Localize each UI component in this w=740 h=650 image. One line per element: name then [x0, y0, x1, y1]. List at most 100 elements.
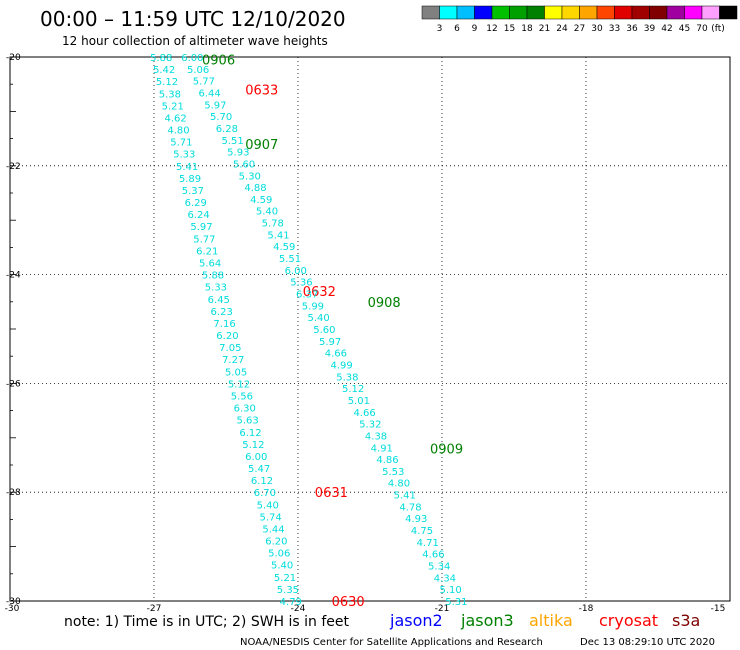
swh-value-label: 4.80 — [388, 479, 410, 490]
swh-value-label: 6.21 — [196, 246, 218, 257]
legend-jason2: jason2 — [389, 611, 443, 630]
swh-value-label: 4.59 — [250, 195, 272, 206]
swh-value-label: 6.30 — [234, 404, 256, 415]
swh-value-label: 5.05 — [225, 367, 247, 378]
swh-value-label: 5.78 — [262, 219, 284, 230]
swh-value-label: 5.41 — [267, 230, 289, 241]
pass-time-label: 0907 — [245, 138, 278, 153]
colorbar-swatch — [684, 5, 703, 20]
lat-tick-label: -26 — [6, 379, 21, 389]
colorbar-swatch — [631, 5, 650, 20]
lat-tick-label: -22 — [6, 162, 21, 172]
lon-tick-label: -30 — [5, 604, 20, 614]
swh-value-label: 5.51 — [221, 136, 243, 147]
swh-value-label: 6.44 — [198, 88, 220, 99]
lat-tick-label: -20 — [6, 53, 21, 63]
swh-value-label: 6.20 — [216, 331, 238, 342]
swh-value-label: 5.56 — [231, 391, 253, 402]
swh-value-label: 5.97 — [204, 100, 226, 111]
lon-tick-label: -21 — [435, 604, 450, 614]
swh-value-label: 5.33 — [173, 150, 195, 161]
swh-value-label: 5.71 — [170, 138, 192, 149]
swh-value-label: 4.80 — [167, 126, 189, 137]
swh-value-label: 5.40 — [256, 207, 278, 218]
swh-value-label: 6.28 — [216, 124, 238, 135]
swh-value-label: 5.12 — [156, 77, 178, 88]
swh-value-label: 5.21 — [274, 573, 296, 584]
colorbar-swatch — [719, 5, 738, 20]
swh-value-label: 5.53 — [382, 467, 404, 478]
satellite-pass-pass-a: 5.885.425.125.385.214.624.805.715.335.41… — [150, 53, 365, 610]
swh-value-label: 4.93 — [405, 514, 427, 525]
satellite-pass-pass-b: 6.005.065.776.445.975.706.285.515.935.60… — [181, 53, 467, 608]
swh-tracks: 5.885.425.125.385.214.624.805.715.335.41… — [150, 53, 467, 610]
swh-value-label: 4.38 — [365, 431, 387, 442]
lat-tick-label: -24 — [6, 271, 21, 281]
swh-value-label: 5.31 — [445, 597, 467, 608]
swh-value-label: 4.59 — [273, 242, 295, 253]
colorbar-swatch — [701, 5, 720, 20]
swh-value-label: 4.86 — [376, 455, 398, 466]
swh-value-label: 5.42 — [153, 65, 175, 76]
swh-value-label: 5.97 — [319, 337, 341, 348]
swh-value-label: 5.47 — [248, 464, 270, 475]
colorbar-swatch — [456, 5, 475, 20]
map-frame — [9, 56, 731, 602]
swh-value-label: 5.77 — [193, 234, 215, 245]
swh-value-label: 5.60 — [313, 325, 335, 336]
swh-value-label: 5.44 — [262, 524, 284, 535]
colorbar-swatch — [544, 5, 563, 20]
colorbar-swatch — [666, 5, 685, 20]
swh-value-label: 5.36 — [290, 278, 312, 289]
colorbar-swatch — [649, 5, 668, 20]
swh-value-label: 6.24 — [188, 210, 210, 221]
lon-tick-label: -15 — [711, 604, 726, 614]
colorbar-label: 9 — [472, 24, 478, 34]
legend-altika: altika — [529, 611, 573, 630]
colorbar-swatch — [579, 5, 598, 20]
swh-value-label: 6.12 — [251, 476, 273, 487]
swh-value-label: 5.89 — [179, 174, 201, 185]
swh-value-label: 4.99 — [330, 360, 352, 371]
lon-tick-label: -24 — [291, 604, 306, 614]
swh-value-label: 7.27 — [222, 355, 244, 366]
swh-value-label: 5.99 — [302, 301, 324, 312]
swh-value-label: 5.64 — [199, 259, 221, 270]
swh-value-label: 7.05 — [219, 343, 241, 354]
lat-tick-label: -30 — [6, 597, 21, 607]
swh-value-label: 5.06 — [268, 549, 290, 560]
legend-cryosat: cryosat — [599, 611, 658, 630]
swh-value-label: 5.70 — [210, 112, 232, 123]
swh-value-label: 4.71 — [417, 538, 439, 549]
swh-value-label: 5.93 — [227, 148, 249, 159]
colorbar-label: 30 — [591, 24, 603, 34]
colorbar-swatch — [421, 5, 440, 20]
swh-value-label: 5.40 — [308, 313, 330, 324]
swh-value-label: 6.00 — [245, 452, 267, 463]
colorbar-label: 21 — [539, 24, 550, 34]
legend-s3a: s3a — [672, 611, 700, 630]
credit-text: NOAA/NESDIS Center for Satellite Applica… — [240, 637, 543, 648]
swh-value-label: 5.10 — [440, 585, 462, 596]
swh-value-label: 6.12 — [239, 428, 261, 439]
colorbar-swatch — [614, 5, 633, 20]
swh-value-label: 4.66 — [325, 349, 347, 360]
swh-value-label: 5.35 — [277, 585, 299, 596]
swh-value-label: 5.41 — [176, 162, 198, 173]
satellite-legend: jason2 jason3 altika cryosat s3a — [389, 611, 700, 630]
colorbar-swatch — [439, 5, 458, 20]
colorbar-label: 15 — [504, 24, 515, 34]
swh-value-label: 5.37 — [182, 186, 204, 197]
swh-value-label: 6.00 — [181, 53, 203, 64]
colorbar-swatch — [526, 5, 545, 20]
swh-value-label: 5.33 — [205, 283, 227, 294]
colorbar-label: 3 — [437, 24, 443, 34]
swh-value-label: 5.74 — [260, 512, 282, 523]
timestamp-text: Dec 13 08:29:10 UTC 2020 — [580, 637, 715, 648]
colorbar-swatch — [561, 5, 580, 20]
swh-value-label: 6.23 — [211, 307, 233, 318]
swh-value-label: 5.51 — [279, 254, 301, 265]
colorbar-label: 39 — [644, 24, 656, 34]
